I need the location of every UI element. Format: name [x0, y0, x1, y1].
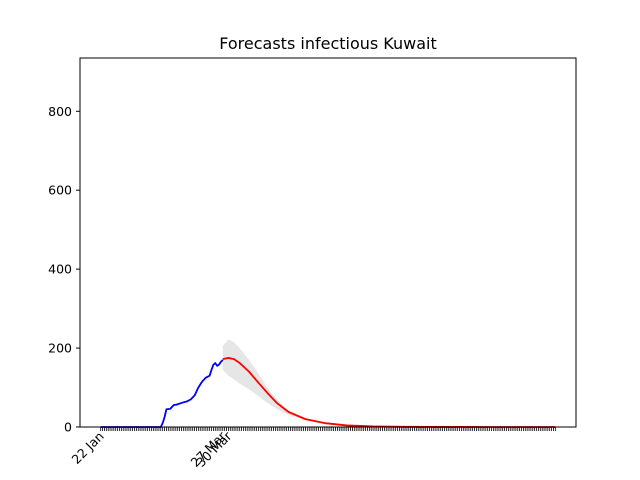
confidence-band	[222, 339, 404, 427]
x-tick-label: 22 Jan	[68, 429, 106, 467]
y-tick-label: 800	[48, 104, 72, 119]
series-line-1	[222, 357, 556, 428]
y-tick-label: 600	[48, 183, 72, 198]
y-tick-label: 0	[64, 420, 72, 435]
chart-title: Forecasts infectious Kuwait	[219, 34, 437, 53]
series-line-0	[100, 359, 224, 428]
y-tick-label: 400	[48, 262, 72, 277]
axes-frame	[79, 57, 577, 428]
y-tick-label: 200	[48, 341, 72, 356]
